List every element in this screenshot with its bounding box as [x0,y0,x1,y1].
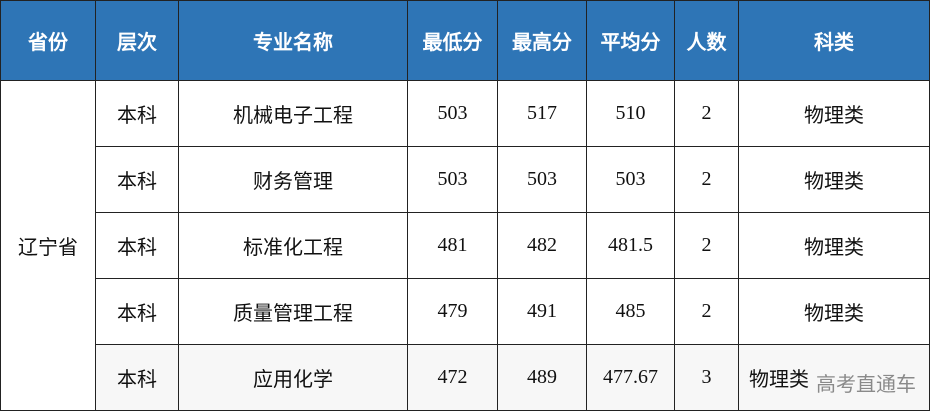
table-cell: 物理类 [738,80,930,147]
table-cell: 503 [497,146,587,213]
table-cell: 510 [586,80,675,147]
province-cell: 辽宁省 [0,80,96,411]
table-cell: 472 [407,344,498,411]
column-header: 平均分 [586,0,675,81]
table-cell: 物理类 [738,278,930,345]
table-cell: 479 [407,278,498,345]
table-cell: 物理类 [738,212,930,279]
column-header: 省份 [0,0,96,81]
header-row: 省份 层次 专业名称 最低分 最高分 平均分 人数 科类 [0,0,930,81]
table-cell: 485 [586,278,675,345]
table-cell: 491 [497,278,587,345]
table-cell: 本科 [95,146,179,213]
table-cell: 481 [407,212,498,279]
table-cell: 2 [674,212,739,279]
table-cell: 标准化工程 [178,212,408,279]
column-header: 科类 [738,0,930,81]
table-cell: 机械电子工程 [178,80,408,147]
table-row: 本科 质量管理工程 479 491 485 2 物理类 [1,278,930,345]
column-header: 层次 [95,0,179,81]
table-cell: 本科 [95,80,179,147]
table-cell: 481.5 [586,212,675,279]
table-cell: 503 [586,146,675,213]
table-cell: 477.67 [586,344,675,411]
table-cell: 应用化学 [178,344,408,411]
table-cell: 503 [407,146,498,213]
table-row: 本科 应用化学 472 489 477.67 3 物理类 [1,344,930,411]
table-row: 辽宁省 本科 机械电子工程 503 517 510 2 物理类 [0,80,930,411]
table-cell: 482 [497,212,587,279]
table-cell: 2 [674,278,739,345]
column-header: 最低分 [407,0,498,81]
table-cell: 物理类 [738,344,930,411]
table-cell: 财务管理 [178,146,408,213]
table-cell: 2 [674,80,739,147]
table-cell: 本科 [95,278,179,345]
table-cell: 2 [674,146,739,213]
watermark: 高考直通车 [816,372,916,396]
table-cell: 3 [674,344,739,411]
column-header: 人数 [674,0,739,81]
table-cell: 489 [497,344,587,411]
column-header: 专业名称 [178,0,408,81]
table-cell: 本科 [95,212,179,279]
table-cell: 物理类 [738,146,930,213]
table-row: 本科 财务管理 503 503 503 2 物理类 [1,146,930,213]
column-header: 最高分 [497,0,587,81]
table-cell: 503 [407,80,498,147]
table-cell: 质量管理工程 [178,278,408,345]
table-cell: 517 [497,80,587,147]
table-row: 本科 标准化工程 481 482 481.5 2 物理类 [1,212,930,279]
table-cell: 本科 [95,344,179,411]
